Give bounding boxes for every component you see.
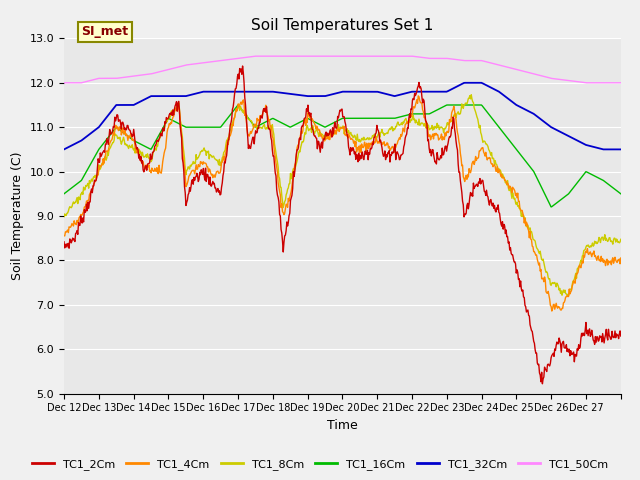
TC1_16Cm xyxy=(60,191,68,197)
TC1_50Cm xyxy=(60,80,68,85)
TC1_4Cm xyxy=(617,255,625,261)
TC1_50Cm xyxy=(401,53,408,59)
TC1_8Cm xyxy=(60,214,68,219)
TC1_8Cm xyxy=(400,120,408,126)
Line: TC1_32Cm: TC1_32Cm xyxy=(64,83,621,149)
TC1_16Cm xyxy=(444,102,451,108)
TC1_32Cm xyxy=(617,146,625,152)
TC1_8Cm xyxy=(564,293,572,299)
TC1_50Cm xyxy=(277,53,285,59)
Text: SI_met: SI_met xyxy=(81,25,129,38)
X-axis label: Time: Time xyxy=(327,419,358,432)
TC1_8Cm xyxy=(467,92,475,97)
TC1_16Cm xyxy=(255,122,263,128)
TC1_2Cm xyxy=(538,381,546,387)
TC1_8Cm xyxy=(431,123,439,129)
TC1_2Cm xyxy=(60,239,68,245)
TC1_2Cm xyxy=(256,120,264,125)
TC1_2Cm xyxy=(432,158,440,164)
TC1_4Cm xyxy=(276,192,284,198)
TC1_2Cm xyxy=(239,63,246,69)
Line: TC1_16Cm: TC1_16Cm xyxy=(64,105,621,207)
TC1_32Cm xyxy=(255,89,263,95)
TC1_2Cm xyxy=(228,116,236,122)
TC1_50Cm xyxy=(256,53,264,59)
TC1_16Cm xyxy=(228,110,236,116)
TC1_4Cm xyxy=(548,308,556,314)
TC1_50Cm xyxy=(617,80,625,85)
TC1_4Cm xyxy=(400,127,408,133)
TC1_8Cm xyxy=(255,125,263,131)
TC1_32Cm xyxy=(125,102,133,108)
TC1_8Cm xyxy=(617,237,625,242)
TC1_16Cm xyxy=(125,134,133,140)
TC1_50Cm xyxy=(252,53,259,59)
TC1_2Cm xyxy=(125,127,133,133)
Line: TC1_50Cm: TC1_50Cm xyxy=(64,56,621,83)
TC1_2Cm xyxy=(617,333,625,339)
TC1_16Cm xyxy=(400,113,408,119)
Y-axis label: Soil Temperature (C): Soil Temperature (C) xyxy=(11,152,24,280)
TC1_4Cm xyxy=(60,233,68,239)
TC1_16Cm xyxy=(617,191,625,197)
TC1_16Cm xyxy=(276,120,284,125)
TC1_8Cm xyxy=(125,143,133,148)
TC1_32Cm xyxy=(461,80,468,85)
TC1_32Cm xyxy=(60,146,68,152)
TC1_4Cm xyxy=(228,128,236,133)
Line: TC1_8Cm: TC1_8Cm xyxy=(64,95,621,296)
TC1_32Cm xyxy=(276,90,284,96)
TC1_32Cm xyxy=(431,89,439,95)
TC1_8Cm xyxy=(228,121,236,127)
TC1_32Cm xyxy=(228,89,236,95)
TC1_16Cm xyxy=(547,204,555,210)
TC1_32Cm xyxy=(400,91,408,96)
Line: TC1_4Cm: TC1_4Cm xyxy=(64,96,621,311)
TC1_50Cm xyxy=(432,56,440,61)
Line: TC1_2Cm: TC1_2Cm xyxy=(64,66,621,384)
TC1_50Cm xyxy=(228,56,236,62)
TC1_4Cm xyxy=(432,131,440,136)
TC1_16Cm xyxy=(431,108,439,114)
TC1_4Cm xyxy=(415,93,422,99)
TC1_2Cm xyxy=(401,141,408,147)
TC1_8Cm xyxy=(276,184,284,190)
Title: Soil Temperatures Set 1: Soil Temperatures Set 1 xyxy=(252,18,433,33)
Legend: TC1_2Cm, TC1_4Cm, TC1_8Cm, TC1_16Cm, TC1_32Cm, TC1_50Cm: TC1_2Cm, TC1_4Cm, TC1_8Cm, TC1_16Cm, TC1… xyxy=(28,455,612,474)
TC1_4Cm xyxy=(125,135,133,141)
TC1_2Cm xyxy=(277,227,285,232)
TC1_50Cm xyxy=(125,74,133,80)
TC1_4Cm xyxy=(255,119,263,124)
